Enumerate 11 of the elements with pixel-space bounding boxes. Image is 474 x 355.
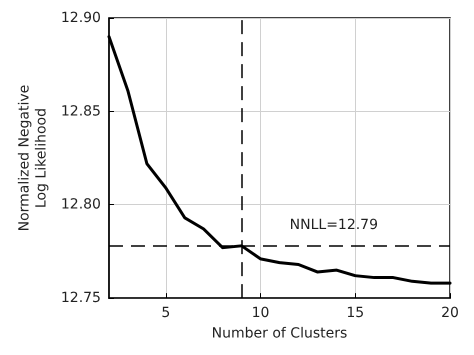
x-axis-title: Number of Clusters <box>212 326 348 342</box>
x-tick-label: 20 <box>441 305 459 322</box>
y-tick-label: 12.75 <box>60 290 101 306</box>
y-axis-title: Normalized Negative Log Likelihood <box>16 84 50 232</box>
y-tick-label: 12.90 <box>60 10 101 26</box>
x-tick-label: 10 <box>252 305 270 322</box>
y-tick-label: 12.80 <box>60 196 101 213</box>
annotation: NNLL=12.79 <box>290 217 378 233</box>
x-tick-label: 5 <box>161 305 170 322</box>
x-tick-label: 15 <box>346 305 364 322</box>
y-tick-label: 12.85 <box>60 103 101 120</box>
